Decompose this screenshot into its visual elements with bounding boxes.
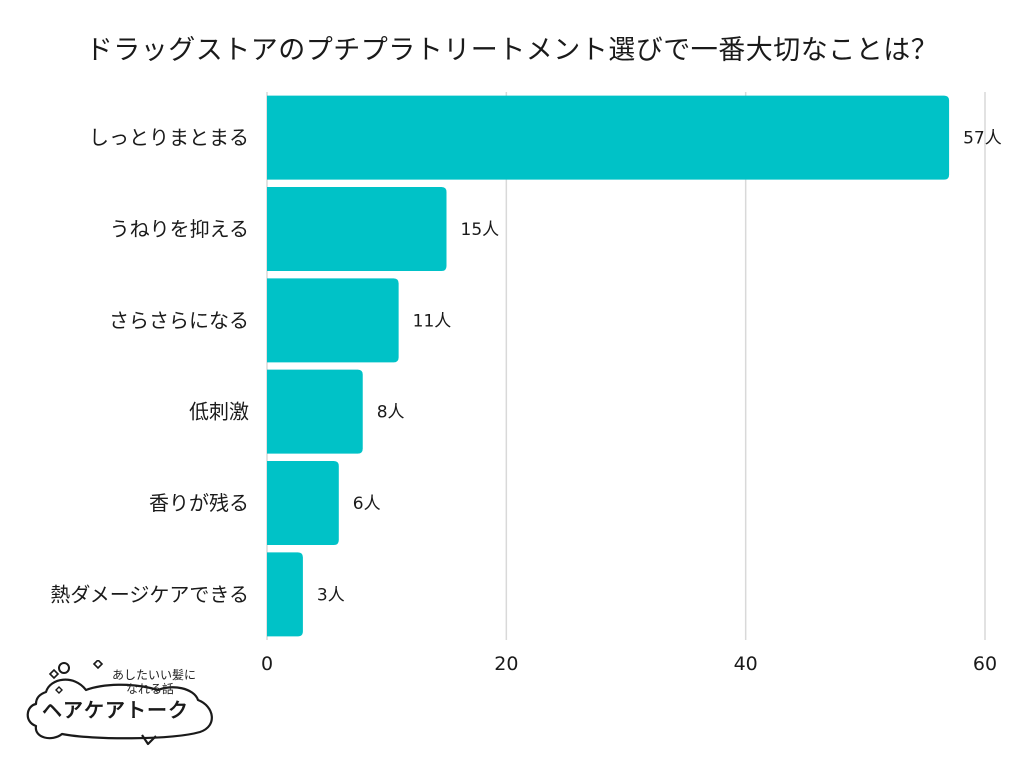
category-label-3: さらさらになる — [109, 308, 249, 332]
value-label-2: 15人 — [461, 220, 500, 240]
logo-tagline: あしたいい髪に なれる話 — [112, 668, 196, 696]
hair-care-talk-logo — [22, 658, 222, 750]
x-tick-label-60: 60 — [973, 653, 997, 675]
bar-4 — [267, 369, 363, 454]
value-label-1: 57人 — [963, 129, 1002, 149]
value-label-5: 6人 — [353, 494, 381, 514]
category-label-1: しっとりまとまる — [89, 126, 249, 150]
chart-title: ドラッグストアのプチプラトリートメント選びで一番大切なことは？ — [85, 35, 939, 66]
x-tick-label-0: 0 — [261, 653, 273, 675]
logo-tagline-line2: なれる話 — [126, 682, 175, 696]
category-label-4: 低刺激 — [189, 400, 249, 424]
logo-tagline-line1: あしたいい髪に — [112, 668, 197, 682]
bar-5 — [267, 461, 339, 545]
value-label-6: 3人 — [317, 585, 345, 605]
logo-speech-bubble-icon — [26, 658, 213, 746]
value-label-3: 11人 — [413, 311, 452, 331]
bar-6 — [267, 552, 303, 637]
value-label-4: 8人 — [377, 403, 405, 423]
bar-2 — [267, 187, 447, 271]
gridlines — [266, 92, 986, 640]
x-tick-label-40: 40 — [734, 653, 758, 675]
logo-name: ヘアケアトーク — [42, 698, 189, 722]
bar-1 — [267, 95, 950, 180]
category-label-2: うねりを抑える — [110, 217, 249, 241]
category-label-6: 熱ダメージケアできる — [50, 582, 249, 606]
bars — [267, 95, 950, 637]
bar-3 — [267, 278, 399, 363]
x-tick-label-20: 20 — [494, 653, 518, 675]
category-label-5: 香りが残る — [149, 491, 249, 515]
